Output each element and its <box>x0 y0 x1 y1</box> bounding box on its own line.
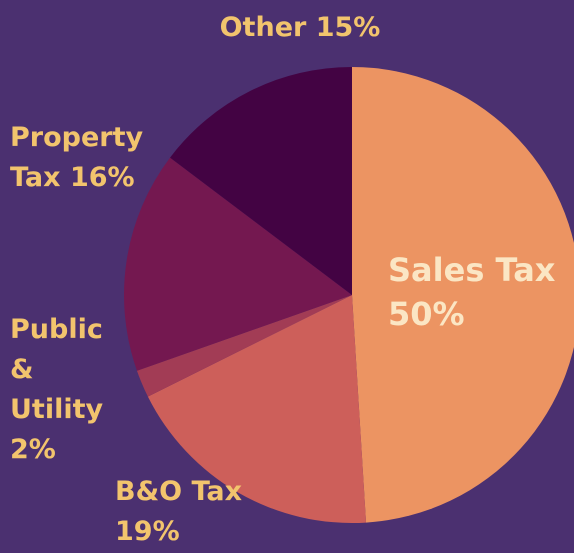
category-label: Public & Utility <box>10 314 104 425</box>
pie-slice <box>147 295 367 523</box>
slice-label: Property Tax 16% <box>10 118 150 198</box>
slice-label: Sales Tax 50% <box>388 248 558 336</box>
category-label: Property Tax <box>10 122 144 193</box>
value-label: 15% <box>315 12 381 43</box>
category-label: B&O Tax <box>115 476 243 507</box>
value-label: 16% <box>69 162 135 193</box>
slice-label: B&O Tax 19% <box>115 472 265 552</box>
slice-label: Other 15% <box>200 8 400 48</box>
pie-slice <box>352 67 574 523</box>
pie-slice <box>123 157 352 371</box>
pie-slice <box>136 295 352 397</box>
category-label: Sales Tax <box>388 251 556 289</box>
value-label: 19% <box>115 516 180 547</box>
value-label: 2% <box>10 434 56 465</box>
category-label: Other <box>219 12 307 43</box>
slice-label: Public & Utility 2% <box>10 310 135 470</box>
value-label: 50% <box>388 295 465 333</box>
pie-slice <box>170 66 352 295</box>
